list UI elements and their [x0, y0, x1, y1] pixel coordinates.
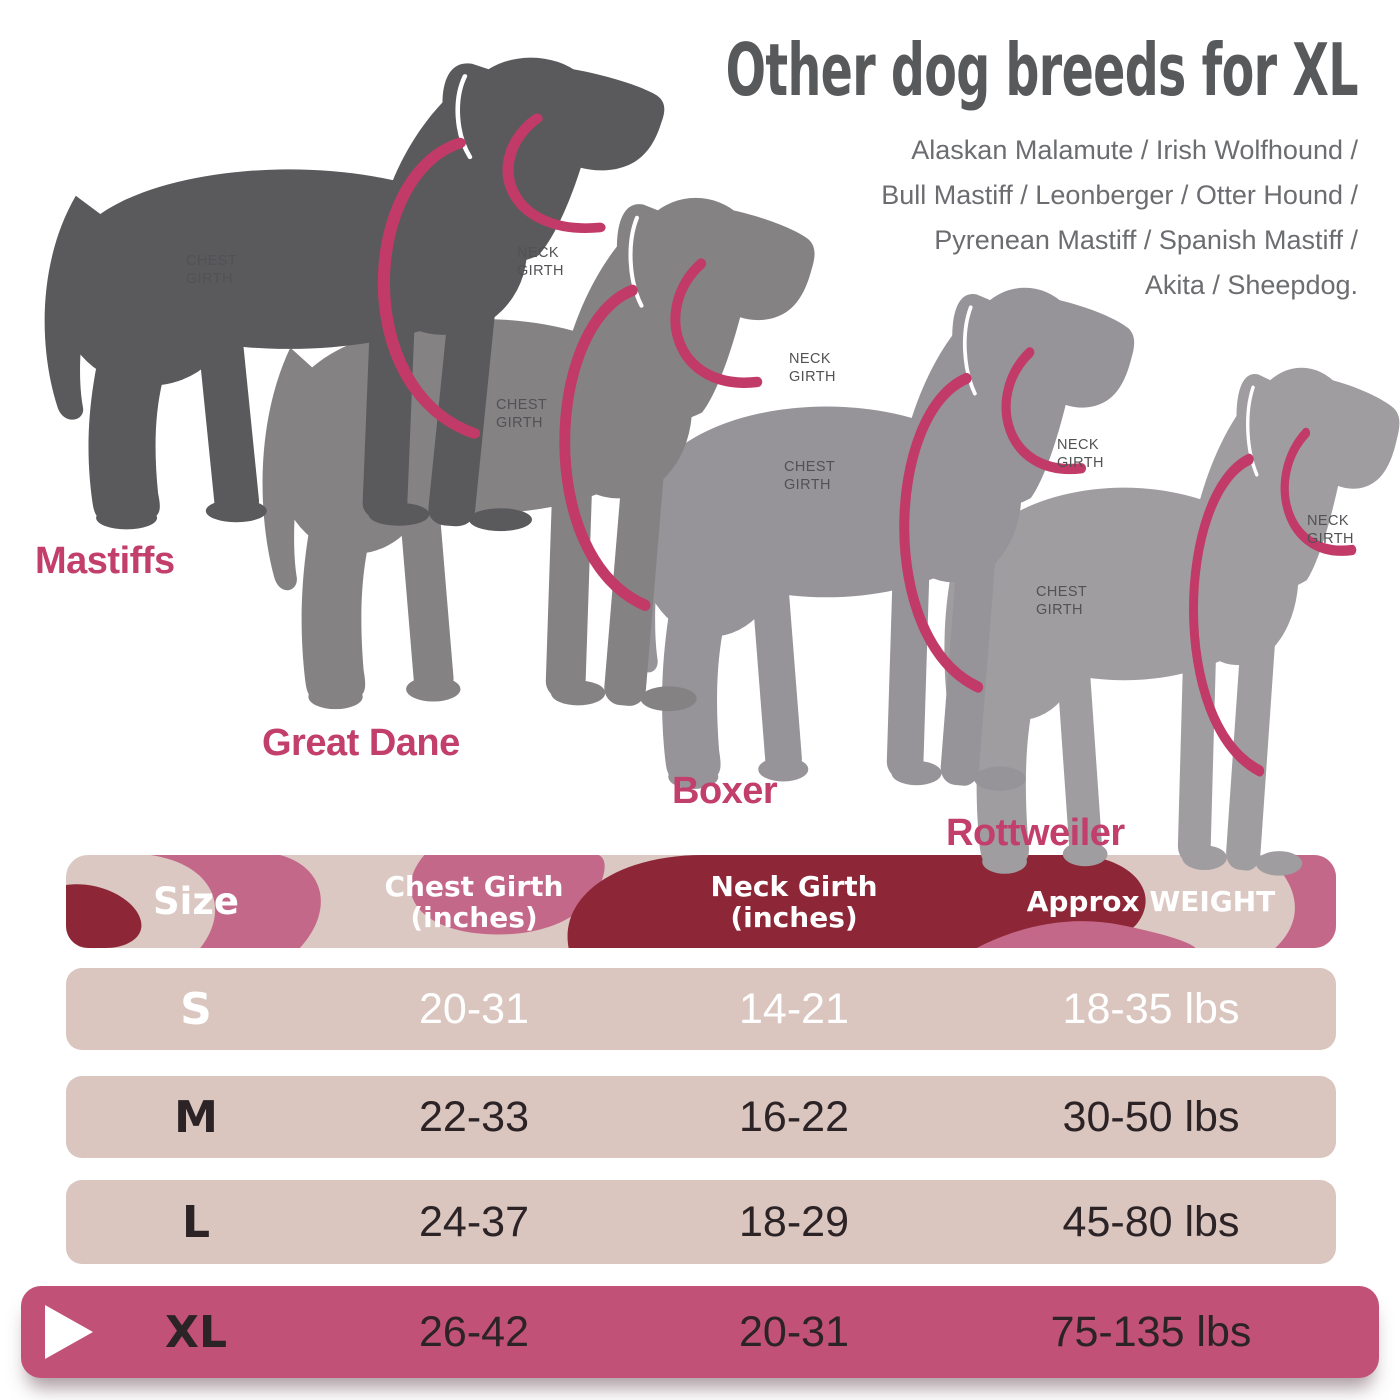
cell-weight: 75-135 lbs — [1050, 1307, 1252, 1356]
breed-label-great-dane: Great Dane — [262, 722, 460, 764]
header-weight: Approx WEIGHT — [1026, 885, 1276, 918]
breed-note-line: Pyrenean Mastiff / Spanish Mastiff / — [934, 225, 1358, 255]
chest-girth-line-boxer — [904, 379, 978, 688]
neck-girth-label-boxer: NECK GIRTH — [1057, 437, 1104, 471]
table-row-l: L 24-37 18-29 45-80 lbs — [66, 1180, 1336, 1264]
breed-note-line: Alaskan Malamute / Irish Wolfhound / — [911, 135, 1358, 165]
cell-weight: 30-50 lbs — [1062, 1092, 1240, 1141]
dog-silhouette-rottweiler — [944, 367, 1400, 876]
chest-girth-label-mastiff: CHEST GIRTH — [186, 253, 237, 287]
breed-label-rottweiler: Rottweiler — [946, 812, 1125, 854]
cell-size: XL — [165, 1306, 227, 1358]
chest-girth-label-boxer: CHEST GIRTH — [784, 459, 835, 493]
ear-outline — [1248, 388, 1257, 475]
cell-chest: 26-42 — [419, 1307, 529, 1356]
breed-note-line: Bull Mastiff / Leonberger / Otter Hound … — [881, 180, 1358, 210]
breed-label-boxer: Boxer — [672, 770, 778, 812]
breed-label-mastiffs: Mastiffs — [35, 540, 175, 582]
page-title: Other dog breeds for XL — [725, 28, 1359, 112]
cell-weight: 45-80 lbs — [1062, 1197, 1240, 1246]
header-neck-girth: Neck Girth (inches) — [622, 871, 966, 933]
chest-girth-label-great-dane: CHEST GIRTH — [496, 397, 547, 431]
dog-silhouette-boxer — [626, 287, 1135, 791]
header-neck-line1: Neck Girth — [710, 869, 878, 903]
table-row-m: M 22-33 16-22 30-50 lbs — [66, 1076, 1336, 1158]
size-table-header: Size Chest Girth (inches) Neck Girth (in… — [66, 855, 1336, 948]
cell-chest: 24-37 — [419, 1197, 529, 1246]
table-row-s: S 20-31 14-21 18-35 lbs — [66, 968, 1336, 1050]
cell-neck: 14-21 — [739, 984, 849, 1033]
breed-note-line: Akita / Sheepdog. — [1144, 270, 1358, 300]
title-block: Other dog breeds for XL Alaskan Malamute… — [400, 28, 1359, 308]
header-chest-line1: Chest Girth — [384, 869, 564, 903]
neck-girth-label-rottweiler: NECK GIRTH — [1307, 513, 1354, 547]
cell-size: S — [180, 983, 212, 1035]
neck-girth-label-great-dane: NECK GIRTH — [789, 351, 836, 385]
cell-size: L — [181, 1196, 211, 1248]
table-row-xl-highlighted: XL 26-42 20-31 75-135 lbs — [21, 1286, 1379, 1378]
header-size: Size — [153, 880, 239, 923]
selected-size-arrow-icon — [45, 1305, 93, 1359]
cell-neck: 20-31 — [739, 1307, 849, 1356]
cell-size: M — [174, 1091, 218, 1143]
header-chest-girth: Chest Girth (inches) — [326, 871, 622, 933]
chest-girth-label-rottweiler: CHEST GIRTH — [1036, 584, 1087, 618]
header-chest-line2: (inches) — [410, 900, 538, 934]
cell-neck: 18-29 — [739, 1197, 849, 1246]
breed-note: Alaskan Malamute / Irish Wolfhound / Bul… — [400, 128, 1358, 308]
chest-girth-line-great-dane — [565, 290, 645, 605]
ear-outline — [965, 307, 975, 393]
cell-chest: 20-31 — [419, 984, 529, 1033]
cell-neck: 16-22 — [739, 1092, 849, 1141]
cell-chest: 22-33 — [419, 1092, 529, 1141]
header-neck-line2: (inches) — [730, 900, 858, 934]
chest-girth-line-rottweiler — [1194, 459, 1260, 771]
cell-weight: 18-35 lbs — [1062, 984, 1240, 1033]
